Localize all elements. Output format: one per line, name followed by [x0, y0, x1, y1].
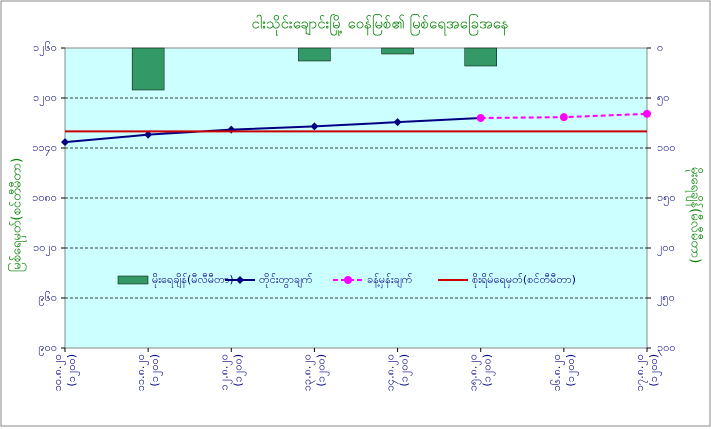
x-tick-label: (၁၂၀၀): [398, 354, 413, 387]
legend-marker: [344, 276, 352, 284]
legend-swatch: [117, 275, 149, 285]
x-tick-label: ၁၄.၈.၂၀: [384, 354, 399, 391]
x-tick-label: (၁၂၀၀): [314, 354, 329, 387]
y2-tick-label: ၂၀၀: [657, 241, 675, 256]
legend: မိုးရေချိန်(မီလီမီတာ) တိုင်းတွာချက် ခန့်မှ…: [117, 273, 576, 288]
y-tick-label: ၁၁၄၀: [32, 141, 57, 156]
bar: [464, 47, 497, 67]
x-tick-label: (၁၂၀၀): [148, 354, 163, 387]
bar: [131, 47, 165, 91]
y2-tick-label: ၅၀: [657, 91, 669, 106]
point: [144, 130, 153, 139]
y-tick-label: ၁၀၈၀: [32, 191, 57, 204]
x-tick-label: (၁၂၀၀): [65, 354, 80, 387]
legend-label: တိုင်းတွာချက်: [259, 273, 313, 288]
x-tick-label: ၁၀.၈.၂၀: [51, 354, 66, 391]
point: [310, 122, 319, 131]
legend-label: စိုးရိမ်ရေမှတ်(စင်တီမီတာ): [472, 273, 576, 288]
chart-title: ငါးသိုင်းချောင်းမြို့ ဝေန်မြစ်၏ မြစ်ရေအခ…: [251, 14, 508, 36]
x-tick-label: (၁၂၀၀): [481, 354, 496, 387]
y2-tick-label: ၀: [657, 41, 663, 54]
y2-axis-title: မိုးရေချိန်(မီလီမီတာ): [686, 167, 704, 264]
y-axis-title: မြစ်ရေမှတ်(စင်တီမီတာ): [8, 158, 27, 272]
y-tick-label: ၁၀၂၀: [33, 241, 57, 256]
x-tick-label: ၁၂.၈.၂၀: [217, 354, 232, 390]
point: [61, 138, 69, 147]
y-tick-label: ၉၀၀: [38, 341, 57, 356]
point: [643, 109, 651, 118]
x-tick-label: ၁၃.၈.၂၀: [300, 354, 315, 391]
line: [64, 117, 481, 144]
x-tick-label: (၁၂၀၀): [647, 354, 662, 387]
legend-label: ခန့်မှန်းချက်: [367, 273, 413, 288]
y2-tick-label: ၂၅၀: [657, 291, 675, 306]
x-tick-label: ၁၆.၈.၂၀: [550, 354, 565, 391]
point: [476, 114, 485, 122]
y-tick-label: ၁၂၀၀: [33, 91, 57, 106]
y2-tick-label: ၃၀၀: [657, 341, 676, 356]
legend-label: မိုးရေချိန်(မီလီမီတာ): [152, 273, 234, 288]
point: [393, 118, 402, 127]
bar: [298, 47, 331, 62]
x-tick-label: ၁၅.၈.၂၀: [467, 354, 482, 391]
legend-marker: [236, 276, 244, 284]
y-tick-label: ၉၆၀: [38, 291, 57, 306]
y2-tick-label: ၁၀၀: [657, 141, 676, 154]
y-tick-label: ၁၂၆၀: [33, 41, 57, 56]
bar: [381, 47, 414, 55]
y2-tick-label: ၁၅၀: [657, 191, 676, 206]
x-tick-label: ၁၁.၈.၂၀: [134, 354, 149, 391]
point: [559, 113, 568, 122]
x-tick-label: (၁၂၀၀): [564, 354, 579, 387]
x-tick-label: (၁၂၀၀): [231, 354, 246, 387]
x-tick-label: ၁၇.၈.၂၀: [633, 354, 648, 391]
